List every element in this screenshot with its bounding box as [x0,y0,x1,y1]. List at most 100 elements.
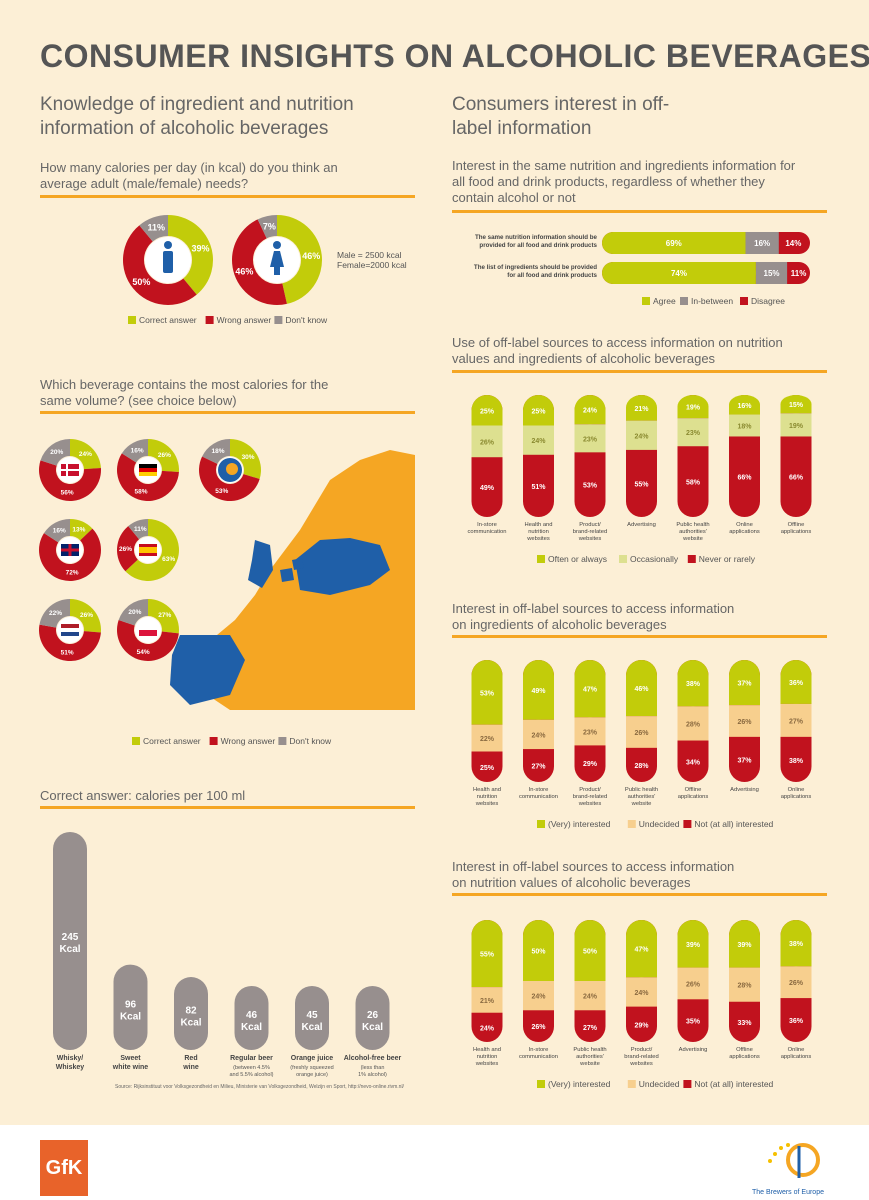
segment-label: 24% [634,990,649,997]
legend-label: Disagree [751,296,785,306]
segment-label: 58% [686,480,701,487]
bar-category: wine [182,1064,199,1071]
pill-segment [626,977,657,1007]
legend-swatch [687,555,696,563]
donut-slice [123,225,197,305]
legend-swatch [278,737,287,745]
donut-slice [116,453,179,501]
bar-category: In-store [477,522,497,528]
pill-segment [729,967,760,1002]
bar-category: Whisky/ [57,1055,84,1062]
segment-label: 46% [634,686,649,693]
legend-swatch [205,316,214,324]
bar-category: provided for all food and drink products [479,242,597,249]
segment-label: 66% [789,475,804,482]
donut-slice [121,439,148,463]
pill-segment [780,404,812,414]
donut-slice [116,526,140,572]
donut-slice [40,439,70,466]
bar-category: Public health [625,787,658,793]
europe-map-chart: 24% 56% 20% 26% 58% 16% 30% 53% 18% 13% 72% 16% 63% 2… [38,439,415,746]
slice-label: 18% [212,448,225,455]
donut-slice [116,620,179,662]
pill-segment [471,692,503,725]
bar-category: Red [184,1055,197,1062]
flag-cross [68,544,72,556]
divider [452,370,827,373]
segment-label: 39% [737,942,752,949]
segment-label: 55% [634,481,649,488]
pill-segment [780,681,812,704]
segment-label: 19% [789,423,804,430]
legend-swatch [537,555,545,563]
slice-label: 16% [53,527,66,534]
slice-label: 11% [134,526,147,533]
divider [452,893,827,896]
slice-label: 20% [128,609,141,616]
donut-slice [168,215,213,295]
bar-category: websites [475,1061,499,1067]
segment-label: 50% [531,949,546,956]
pill-segment [780,966,812,999]
interest-nutrition-chart: 55%21%24%Health andnutritionwebsites50%2… [471,920,812,1089]
flag-stripe [139,464,157,468]
segment-label: 23% [583,436,598,443]
bar-unit: Kcal [362,1022,383,1033]
pill-segment [523,425,554,455]
calorie-bar [53,832,87,1050]
segment-label: 27% [583,1025,598,1032]
segment-label: 28% [634,763,649,770]
eu-map-mini-land [226,463,238,475]
bar-category: In-store [529,787,549,793]
bar-category: applications [781,794,812,800]
segment-label: 26% [686,981,701,988]
map-uk [248,540,273,588]
segment-label: 25% [480,765,495,772]
legend-label: (Very) interested [548,1079,611,1089]
bar-segment [613,232,746,254]
segment-label: 39% [686,942,701,949]
segment-label: 25% [480,408,495,415]
bar-category: brand-related [573,794,607,800]
legend-swatch [209,737,218,745]
bar-category: Product/ [579,787,601,793]
flag-stripe [139,468,157,472]
segment-label: 38% [686,681,701,688]
bar-category: websites [526,536,550,542]
segment-label: 24% [480,1025,495,1032]
pill-segment [677,683,709,707]
donut-slice [277,215,322,304]
brewers-logo-text: The Brewers of Europe [752,1189,824,1196]
pill-segment [523,950,554,981]
segment-label: 26% [480,439,495,446]
bar-category: Product/ [579,522,601,528]
segment-label: 38% [789,941,804,948]
slice-label: 7% [263,221,276,231]
bar-subcaption: (freshly squeezed [290,1065,333,1071]
bar-category: for all food and drink products [507,272,597,279]
bar-category: In-store [529,1047,549,1053]
donut-slice [257,215,277,239]
legend-label: Wrong answer [221,736,276,746]
q-correct-answer: Correct answer: calories per 100 ml [40,788,246,803]
segment-label: 24% [583,408,598,415]
segment-label: 23% [686,430,701,437]
segment-label: 37% [737,757,752,764]
bar-category: nutrition [477,1054,498,1060]
pill-segment [471,410,503,426]
bar-category: communication [519,794,558,800]
calorie-bar [355,986,390,1050]
slice-label: 27% [158,612,171,619]
bar-category: brand-related [624,1054,658,1060]
segment-label: 14% [785,239,801,248]
bar-unit: Kcal [241,1022,262,1033]
legend-swatch [128,316,136,324]
slice-label: 26% [119,546,132,553]
bar-category: Product/ [631,1047,653,1053]
segment-label: 28% [686,721,701,728]
pill-segment [780,703,812,737]
donut-slice [39,599,70,628]
pill-segment [780,413,812,437]
legend-swatch [274,316,283,324]
segment-label: 24% [634,433,649,440]
